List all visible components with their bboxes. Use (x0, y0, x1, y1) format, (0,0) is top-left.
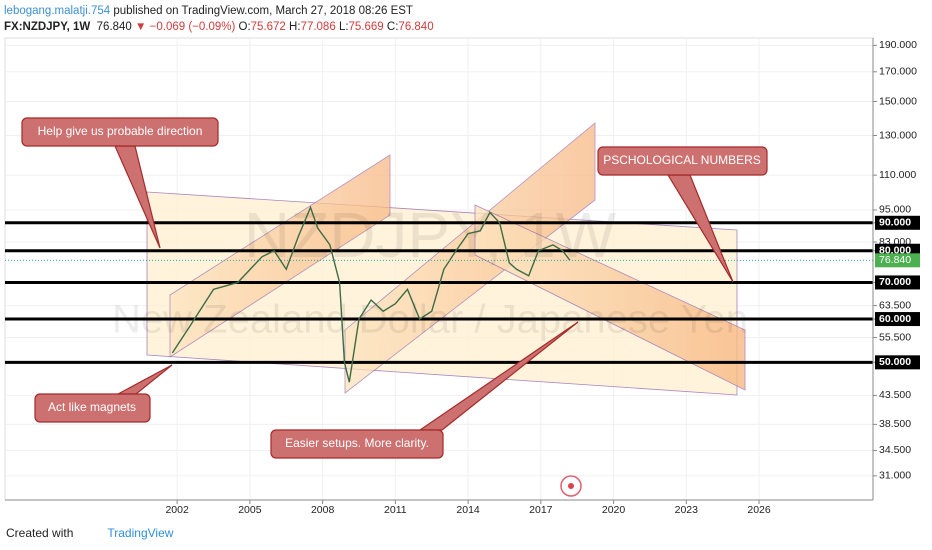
y-tick-label: 43.500 (879, 389, 911, 401)
callout (21, 117, 219, 147)
y-tick-label: 70.000 (879, 276, 911, 288)
callouts (21, 117, 768, 459)
symbol: FX:NZDJPY, 1W (4, 21, 91, 33)
annotation: Help give us probable direction (38, 124, 203, 138)
rising-channel (344, 122, 596, 394)
x-tick-label: 2011 (384, 504, 407, 516)
annotation: Act like magnets (48, 400, 136, 414)
ohlc-value: 77.086 (300, 21, 336, 33)
y-tick-label: 31.000 (879, 470, 911, 482)
last: 76.840 (96, 21, 132, 33)
y-tick-label: 170.000 (879, 66, 917, 78)
level-label-box (875, 215, 920, 230)
x-tick-label: 2023 (675, 504, 699, 516)
user[interactable]: lebogang.malatji.754 (4, 5, 111, 17)
ohlc-value: 75.672 (250, 21, 286, 33)
y-tick-label: 90.000 (879, 217, 911, 229)
publish-line: lebogang.malatji.754 published on Tradin… (4, 3, 434, 19)
callout (270, 429, 444, 459)
rising-channel (169, 154, 391, 358)
y-tick-label: 63.500 (879, 299, 911, 311)
last-price-label: 76.840 (879, 254, 911, 266)
price-line (171, 205, 571, 383)
annotation: PSCHOLOGICAL NUMBERS (603, 153, 761, 167)
brand[interactable]: TradingView (107, 526, 174, 540)
change: −0.069 (−0.09%) (149, 21, 236, 33)
ohlc-label: O: (238, 21, 251, 33)
y-tick-label: 190.000 (879, 39, 917, 51)
x-tick-label: 2008 (311, 504, 335, 516)
x-tick-label: 2017 (529, 504, 553, 516)
callout (597, 146, 768, 176)
watermark: NZDJPY, 1W (244, 199, 617, 271)
y-tick-label: 95.000 (879, 204, 911, 216)
target-dot (568, 483, 574, 489)
arrow: ▼ (135, 21, 147, 33)
annotation: Easier setups. More clarity. (285, 436, 429, 450)
header: lebogang.malatji.754 published on Tradin… (4, 3, 434, 35)
axes: 2002 2005 2008 2011 2014 2017 2020 2023 2026 190.… (165, 39, 920, 516)
ohlc-label: H: (289, 21, 301, 33)
y-tick-label: 60.000 (879, 313, 911, 325)
ohlc: O:75.672 H:77.086 L:75.669 C:76.840 (239, 21, 434, 33)
footer: Created with TradingView (6, 526, 173, 540)
x-tick-label: 2014 (456, 504, 480, 516)
target-icon[interactable] (560, 475, 582, 497)
y-tick-label: 55.500 (879, 331, 911, 343)
y-tick-label: 130.000 (879, 129, 917, 141)
y-tick-label: 34.500 (879, 444, 911, 456)
y-tick-label: 150.000 (879, 95, 917, 107)
ohlc-value: 76.840 (398, 21, 434, 33)
x-tick-label: 2020 (602, 504, 626, 516)
x-tick-label: 2026 (747, 504, 771, 516)
level-label-box (875, 312, 920, 327)
x-tick-label: 2005 (238, 504, 262, 516)
level-label-box (875, 355, 920, 370)
y-tick-label: 110.000 (879, 169, 916, 181)
level-label-box (875, 275, 920, 290)
last-price-box (875, 253, 920, 268)
callout (34, 393, 151, 423)
ohlc-value: 75.669 (348, 21, 384, 33)
ohlc-label: C: (386, 21, 399, 33)
x-tick-label: 2002 (165, 504, 189, 516)
y-tick-label: 50.000 (879, 356, 911, 368)
created: Created with (6, 526, 74, 540)
quote-line: FX:NZDJPY, 1W 76.840 ▼ −0.069 (−0.09%) O… (4, 19, 434, 35)
y-tick-label: 38.500 (879, 418, 911, 430)
published: published on TradingView.com, March 27, … (113, 5, 413, 17)
ohlc-label: L: (338, 21, 349, 33)
